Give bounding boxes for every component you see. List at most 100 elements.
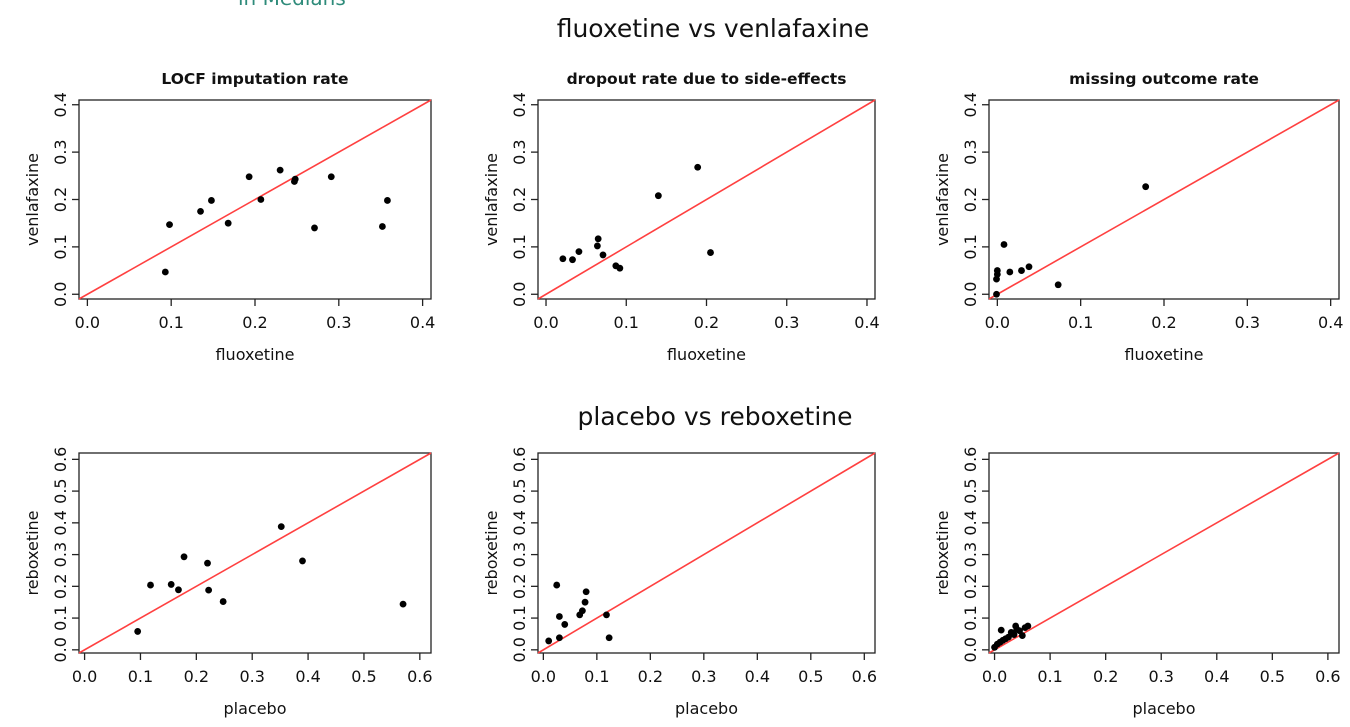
data-point xyxy=(694,163,702,171)
y-axis-label: venlafaxine xyxy=(23,153,42,246)
panel-title: dropout rate due to side-effects xyxy=(567,70,847,88)
reference-diagonal-line xyxy=(537,452,876,654)
data-point xyxy=(245,173,253,181)
y-axis-label: venlafaxine xyxy=(933,153,952,246)
panel-title: missing outcome rate xyxy=(1069,70,1259,88)
x-tick-label: 0.1 xyxy=(584,667,609,686)
x-axis-label: fluoxetine xyxy=(1124,345,1203,364)
data-point xyxy=(616,264,624,272)
y-tick-label: 0.4 xyxy=(961,92,980,117)
data-point xyxy=(997,626,1005,634)
y-tick-label: 0.4 xyxy=(961,510,980,535)
data-point xyxy=(561,621,569,628)
x-tick-label: 0.0 xyxy=(533,313,558,332)
y-tick-label: 0.2 xyxy=(961,187,980,212)
data-point xyxy=(205,586,213,594)
x-tick-label: 0.4 xyxy=(745,667,770,686)
x-tick-label: 0.6 xyxy=(1315,667,1340,686)
x-tick-label: 0.4 xyxy=(295,667,320,686)
x-tick-label: 0.1 xyxy=(1068,313,1093,332)
data-point xyxy=(654,192,662,200)
y-tick-label: 0.1 xyxy=(510,605,529,630)
data-point xyxy=(378,223,386,230)
cropped-header-fragment: in Medians xyxy=(238,0,346,10)
x-axis-label: placebo xyxy=(224,699,287,718)
reference-diagonal-line xyxy=(988,99,1340,300)
x-axis-label: placebo xyxy=(1133,699,1196,718)
x-tick-label: 0.0 xyxy=(72,667,97,686)
panel-title: LOCF imputation rate xyxy=(161,70,348,88)
reference-diagonal-line xyxy=(988,452,1340,654)
x-tick-label: 0.5 xyxy=(351,667,376,686)
plot-frame xyxy=(78,452,432,654)
scatter-panel-3: 0.0 0.1 0.2 0.3 0.4 0.0 0.1 0.2 0.3 0.4 fluoxetine… xyxy=(933,70,1343,364)
data-point xyxy=(1006,268,1014,276)
y-tick-label: 0.5 xyxy=(510,478,529,503)
data-point xyxy=(582,588,590,596)
x-axis-label: fluoxetine xyxy=(215,345,294,364)
y-tick-label: 0.0 xyxy=(961,637,980,662)
x-tick-label: 0.0 xyxy=(985,313,1010,332)
x-axis-label: placebo xyxy=(675,699,738,718)
data-point xyxy=(204,559,211,567)
x-tick-label: 0.3 xyxy=(239,667,264,686)
data-point xyxy=(578,607,586,615)
row-title-bottom: placebo vs reboxetine xyxy=(577,402,852,431)
x-tick-label: 0.3 xyxy=(1235,313,1260,332)
y-tick-label: 0.4 xyxy=(510,92,529,117)
x-tick-label: 0.2 xyxy=(184,667,209,686)
x-tick-label: 0.4 xyxy=(410,313,435,332)
data-point xyxy=(399,600,407,608)
scatter-panel-6: 0.0 0.1 0.2 0.3 0.4 0.5 0.6 0.0 0.1 0.2 0.3 0.4 0.5 0… xyxy=(933,447,1341,718)
data-point xyxy=(605,634,613,642)
y-tick-label: 0.1 xyxy=(961,605,980,630)
y-tick-label: 0.4 xyxy=(510,510,529,535)
data-point xyxy=(993,290,1000,298)
x-tick-label: 0.4 xyxy=(1318,313,1343,332)
x-tick-label: 0.3 xyxy=(1148,667,1173,686)
y-tick-label: 0.2 xyxy=(510,574,529,599)
data-point xyxy=(161,268,169,276)
x-tick-label: 0.1 xyxy=(614,313,639,332)
data-point xyxy=(175,586,182,594)
y-tick-label: 0.1 xyxy=(510,234,529,259)
y-tick-label: 0.6 xyxy=(510,447,529,472)
data-point xyxy=(291,175,299,183)
data-point xyxy=(1054,281,1062,289)
data-point xyxy=(299,557,306,565)
x-tick-label: 0.2 xyxy=(1151,313,1176,332)
data-point xyxy=(134,628,142,635)
data-point xyxy=(707,249,714,256)
data-point xyxy=(593,242,601,250)
scatter-panel-1: 0.0 0.1 0.2 0.3 0.4 0.0 0.1 0.2 0.3 0.4 fluoxetine… xyxy=(23,70,435,364)
x-tick-label: 0.1 xyxy=(1037,667,1062,686)
data-point xyxy=(277,523,285,531)
x-tick-label: 0.3 xyxy=(691,667,716,686)
data-point xyxy=(1018,632,1026,639)
data-point xyxy=(276,166,284,174)
data-point xyxy=(311,224,318,232)
data-point xyxy=(257,196,265,203)
y-tick-label: 0.0 xyxy=(510,637,529,662)
data-point xyxy=(197,207,204,215)
data-point xyxy=(545,637,553,645)
x-tick-label: 0.3 xyxy=(326,313,351,332)
y-tick-label: 0.4 xyxy=(51,92,70,117)
data-point xyxy=(180,553,188,561)
y-tick-label: 0.3 xyxy=(961,139,980,164)
data-point xyxy=(559,255,567,263)
data-point xyxy=(993,275,1000,283)
data-point xyxy=(1025,263,1033,271)
data-point xyxy=(1018,267,1025,274)
data-point xyxy=(553,581,561,589)
x-tick-label: 0.3 xyxy=(774,313,799,332)
data-point xyxy=(219,598,227,605)
y-tick-label: 0.0 xyxy=(51,637,70,662)
x-tick-label: 0.2 xyxy=(242,313,267,332)
y-tick-label: 0.2 xyxy=(510,187,529,212)
data-point xyxy=(1010,631,1018,638)
y-axis-label: reboxetine xyxy=(23,510,42,595)
x-tick-label: 0.0 xyxy=(531,667,556,686)
y-tick-label: 0.1 xyxy=(961,234,980,259)
data-point xyxy=(599,251,607,259)
